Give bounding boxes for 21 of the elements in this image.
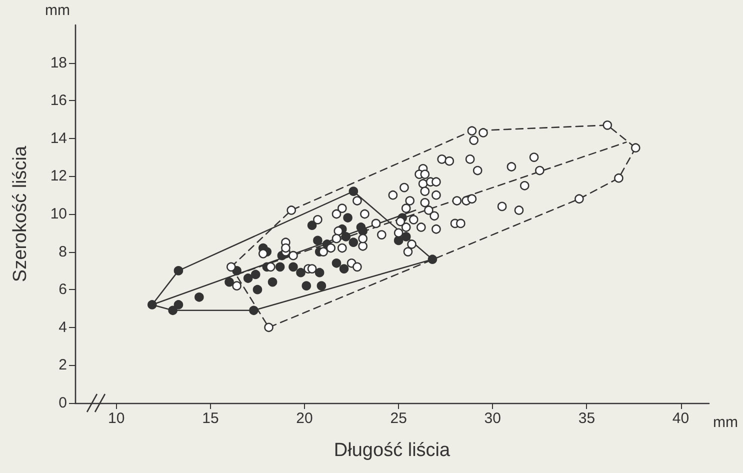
y-axis-title: Szerokość liścia bbox=[10, 145, 31, 282]
y-tick-label: 4 bbox=[58, 318, 67, 336]
y-tick-label: 18 bbox=[50, 54, 67, 72]
x-tick-label: 25 bbox=[390, 410, 407, 427]
y-tick-label: 12 bbox=[50, 168, 67, 185]
y-tick-label: 10 bbox=[50, 206, 67, 222]
y-tick-label: 16 bbox=[50, 92, 67, 110]
x-tick-label: 35 bbox=[578, 410, 596, 427]
x-tick-label: 40 bbox=[672, 410, 690, 427]
x-tick-label: 20 bbox=[296, 410, 313, 427]
x-tick-label: 10 bbox=[108, 410, 125, 427]
y-tick-label: 14 bbox=[50, 130, 67, 147]
x-tick-label: 30 bbox=[484, 410, 501, 427]
y-tick-label: 6 bbox=[58, 281, 67, 298]
y-tick-label: 2 bbox=[58, 356, 67, 374]
x-axis-title: Długość liścia bbox=[334, 440, 451, 461]
y-tick-label: 0 bbox=[58, 394, 67, 412]
text: mm bbox=[45, 2, 70, 19]
x-tick-label: 15 bbox=[202, 410, 219, 427]
y-tick-label: 8 bbox=[58, 243, 67, 260]
text: mm bbox=[713, 414, 738, 431]
